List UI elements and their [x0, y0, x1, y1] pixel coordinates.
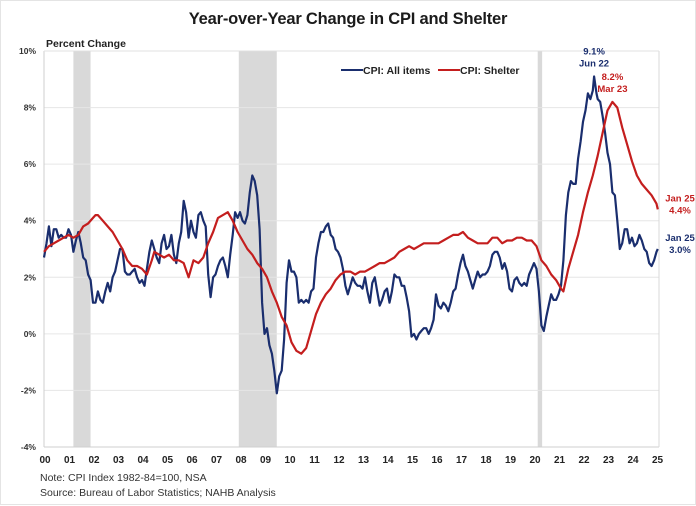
annotation-value: 4.4% [669, 205, 691, 216]
x-tick-label: 03 [113, 455, 125, 466]
x-tick-label: 15 [407, 455, 419, 466]
y-tick-label: 8% [24, 103, 37, 113]
x-tick-label: 05 [162, 455, 174, 466]
series-lines-group [42, 75, 659, 395]
series-line-cpi-shelter [43, 100, 659, 355]
gridlines-group [43, 50, 660, 448]
recession-bar [537, 51, 543, 447]
x-tick-label: 18 [480, 455, 492, 466]
x-tick-label: 01 [64, 455, 76, 466]
y-tick-label: 10% [19, 46, 36, 56]
annotation-date: Jan 25 [665, 233, 695, 244]
annotation-value: 9.1% [583, 46, 605, 57]
x-tick-label: 24 [627, 455, 639, 466]
x-tick-label: 17 [456, 455, 468, 466]
legend: CPI: All items CPI: Shelter [341, 65, 520, 77]
x-tick-label: 09 [260, 455, 272, 466]
x-tick-label: 07 [211, 455, 223, 466]
x-tick-label: 00 [39, 455, 51, 466]
x-tick-label: 25 [652, 455, 664, 466]
annotation-value: 3.0% [669, 245, 691, 256]
x-tick-label: 20 [529, 455, 541, 466]
series-line-cpi-all-items [42, 75, 659, 395]
x-tick-label: 04 [137, 455, 149, 466]
x-tick-label: 12 [333, 455, 345, 466]
annotation-value: 8.2% [602, 72, 624, 83]
x-tick-label: 22 [578, 455, 590, 466]
legend-label: CPI: All items [363, 65, 430, 77]
recession-bar [238, 51, 277, 447]
y-tick-label: 2% [24, 272, 37, 282]
x-ticks-group: 00 01 02 03 04 05 06 07 08 09 10 11 12 13 14 15 16 17 18 19… [39, 455, 663, 466]
footnote: Note: CPI Index 1982-84=100, NSA [40, 472, 207, 484]
x-tick-label: 14 [382, 455, 394, 466]
x-tick-label: 10 [284, 455, 296, 466]
y-tick-label: 0% [24, 329, 37, 339]
y-tick-label: -4% [21, 442, 37, 452]
x-tick-label: 08 [235, 455, 247, 466]
x-tick-label: 06 [186, 455, 198, 466]
x-tick-label: 02 [88, 455, 100, 466]
x-tick-label: 19 [505, 455, 517, 466]
x-tick-label: 21 [554, 455, 566, 466]
y-tick-label: 4% [24, 216, 37, 226]
y-tick-label: -2% [21, 385, 37, 395]
annotation-date: Jun 22 [579, 58, 609, 69]
y-ticks-group: -4% -2% 0% 2% 4% 6% 8% 10% [19, 46, 36, 452]
chart-title: Year-over-Year Change in CPI and Shelter [188, 10, 508, 28]
legend-label: CPI: Shelter [460, 65, 520, 77]
x-tick-label: 23 [603, 455, 615, 466]
x-tick-label: 11 [309, 455, 320, 466]
x-tick-label: 13 [358, 455, 370, 466]
annotation-date: Mar 23 [597, 84, 627, 95]
source-note: Source: Bureau of Labor Statistics; NAHB… [40, 487, 276, 499]
recession-shading-group [73, 51, 543, 447]
y-tick-label: 6% [24, 159, 37, 169]
x-tick-label: 16 [431, 455, 443, 466]
annotation-date: Jan 25 [665, 193, 695, 204]
y-axis-label: Percent Change [46, 38, 126, 50]
